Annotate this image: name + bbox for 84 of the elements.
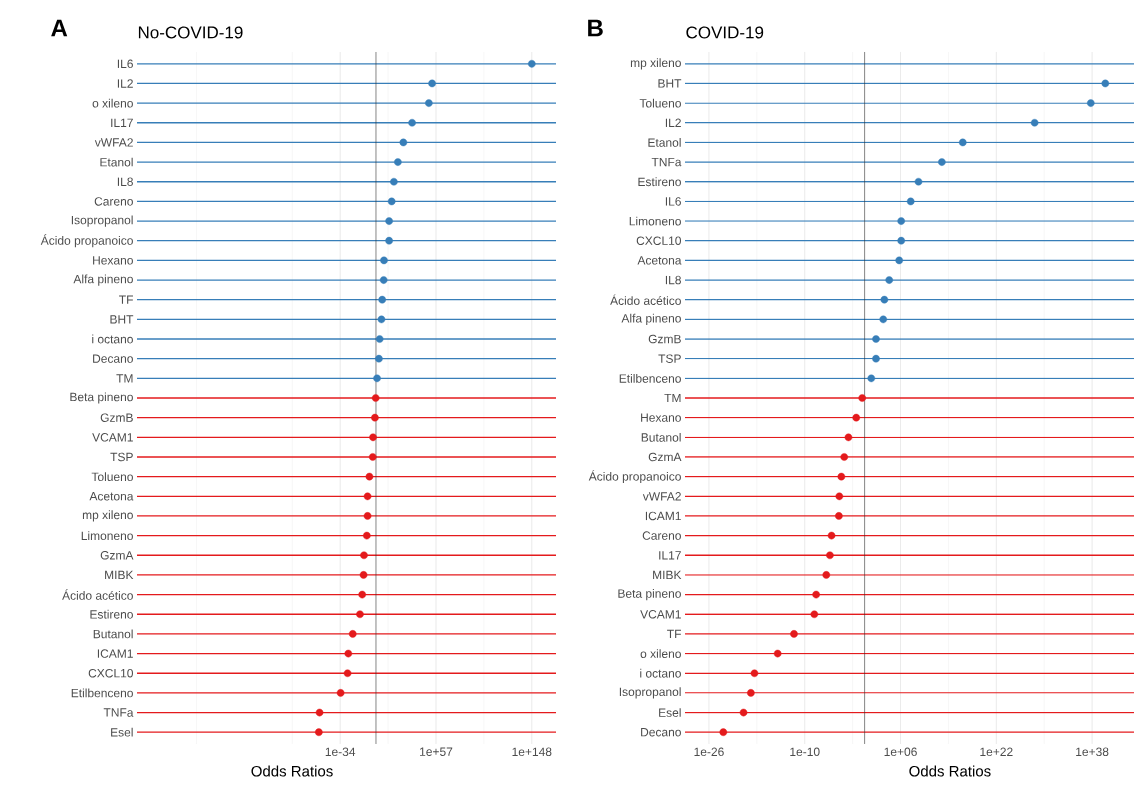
- y-tick-label: Ácido propanoico: [588, 470, 681, 484]
- y-tick-label: TF: [119, 295, 133, 304]
- x-tick-label: 1e+148: [512, 747, 552, 757]
- x-tick-label: 1e-34: [325, 747, 356, 757]
- y-tick-label: GzmB: [100, 413, 133, 422]
- y-tick-label: Isopropanol: [619, 687, 681, 699]
- y-tick-label: Decano: [93, 354, 133, 363]
- y-tick-label: TF: [667, 629, 681, 639]
- y-tick-label: Ácido acético: [62, 589, 133, 600]
- y-tick-label: Estireno: [638, 177, 681, 187]
- y-tick-label: Careno: [642, 531, 681, 540]
- x-tick-label: 1e-10: [790, 747, 820, 757]
- y-tick-label: TNFa: [651, 157, 682, 167]
- y-tick-label: Ácido propanoico: [40, 234, 133, 248]
- y-tick-label: Butanol: [641, 432, 681, 442]
- y-tick-label: Ácido acético: [610, 294, 681, 305]
- y-tick-label: Etilbenceno: [71, 688, 133, 698]
- y-tick-label: IL2: [117, 79, 133, 88]
- y-tick-label: ICAM1: [645, 511, 681, 521]
- y-tick-label: vWFA2: [94, 138, 133, 147]
- text: A: [51, 19, 68, 37]
- x-tick-label: 1e+06: [884, 747, 917, 757]
- y-tick-label: vWFA2: [642, 492, 681, 501]
- chart-title: No-COVID-19: [138, 26, 243, 39]
- y-tick-label: IL17: [659, 551, 681, 560]
- y-tick-label: o xileno: [640, 649, 681, 658]
- y-tick-label: Tolueno: [91, 472, 133, 482]
- y-tick-label: mp xileno: [82, 510, 133, 522]
- y-tick-label: Decano: [641, 728, 681, 737]
- y-tick-label: TNFa: [103, 708, 134, 717]
- y-tick-label: GzmA: [648, 452, 682, 462]
- chart-title: COVID-19: [686, 26, 764, 39]
- y-tick-label: GzmB: [648, 334, 681, 344]
- y-tick-label: TSP: [110, 452, 133, 462]
- text: B: [588, 19, 603, 37]
- y-tick-label: Beta pineno: [618, 589, 681, 601]
- y-tick-label: i octano: [640, 668, 681, 678]
- y-tick-label: TM: [116, 374, 133, 383]
- y-tick-label: ICAM1: [97, 649, 133, 658]
- y-tick-label: MIBK: [653, 570, 682, 580]
- y-tick-label: Esel: [111, 727, 133, 737]
- y-tick-label: Etilbenceno: [619, 373, 681, 383]
- y-tick-label: Butanol: [93, 629, 133, 639]
- y-tick-label: Limoneno: [81, 531, 133, 541]
- y-tick-label: Hexano: [93, 256, 133, 265]
- y-tick-label: Isopropanol: [71, 215, 133, 227]
- x-tick-label: 1e+22: [980, 747, 1013, 757]
- y-tick-label: Esel: [659, 708, 681, 717]
- x-tick-label: 1e+57: [420, 747, 453, 756]
- x-axis-title: Odds Ratios: [251, 765, 333, 777]
- y-tick-label: CXCL10: [88, 668, 133, 678]
- y-tick-label: Limoneno: [629, 216, 681, 226]
- y-tick-label: BHT: [110, 315, 134, 324]
- x-axis-title: Odds Ratios: [909, 765, 991, 777]
- y-tick-label: IL6: [665, 197, 681, 206]
- y-tick-label: TM: [664, 393, 681, 403]
- y-tick-label: Etanol: [100, 157, 133, 167]
- y-tick-label: IL8: [665, 275, 681, 285]
- y-tick-label: Careno: [94, 197, 133, 206]
- y-tick-label: IL2: [665, 118, 681, 127]
- y-tick-label: GzmA: [100, 551, 134, 560]
- y-tick-label: CXCL10: [636, 236, 681, 245]
- y-tick-label: o xileno: [92, 98, 133, 108]
- y-tick-label: Tolueno: [639, 98, 681, 108]
- y-tick-label: Estireno: [90, 609, 133, 619]
- y-tick-label: MIBK: [105, 570, 134, 580]
- y-tick-label: Alfa pineno: [621, 313, 681, 325]
- y-tick-label: mp xileno: [630, 58, 681, 70]
- y-tick-label: TSP: [658, 354, 681, 363]
- y-tick-label: VCAM1: [92, 433, 133, 442]
- x-tick-label: 1e+38: [1076, 747, 1109, 757]
- y-tick-label: Acetona: [89, 492, 134, 501]
- y-tick-label: Etanol: [648, 138, 681, 147]
- y-tick-label: IL6: [117, 59, 133, 69]
- y-tick-label: i octano: [92, 334, 133, 344]
- y-tick-label: IL17: [111, 118, 133, 127]
- y-tick-label: Beta pineno: [70, 392, 133, 404]
- x-tick-label: 1e-26: [694, 747, 724, 757]
- y-tick-label: Hexano: [641, 413, 681, 422]
- y-tick-label: VCAM1: [640, 610, 681, 619]
- y-tick-label: Alfa pineno: [73, 274, 133, 286]
- y-tick-label: Acetona: [637, 256, 682, 265]
- y-tick-label: BHT: [658, 79, 682, 88]
- y-tick-label: IL8: [117, 177, 133, 186]
